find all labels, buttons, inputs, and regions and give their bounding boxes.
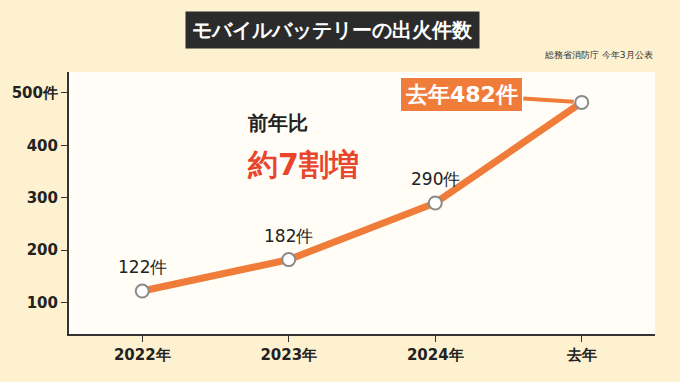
svg-text:約7割増: 約7割増 xyxy=(247,147,359,182)
svg-text:2024年: 2024年 xyxy=(407,346,464,364)
svg-text:122件: 122件 xyxy=(118,257,167,277)
svg-text:182件: 182件 xyxy=(264,226,313,246)
svg-text:総務省消防庁 今年3月公表: 総務省消防庁 今年3月公表 xyxy=(544,50,653,60)
svg-text:2022年: 2022年 xyxy=(114,346,171,364)
svg-text:前年比: 前年比 xyxy=(247,111,308,135)
svg-text:去年482件: 去年482件 xyxy=(405,82,518,107)
svg-text:200: 200 xyxy=(27,241,58,259)
svg-text:100: 100 xyxy=(27,294,58,312)
svg-text:400: 400 xyxy=(27,137,58,155)
svg-text:去年: 去年 xyxy=(566,346,597,364)
svg-text:290件: 290件 xyxy=(411,169,460,189)
svg-text:500件: 500件 xyxy=(12,84,58,102)
svg-text:モバイルバッテリーの出火件数: モバイルバッテリーの出火件数 xyxy=(192,18,473,42)
svg-text:2023年: 2023年 xyxy=(260,346,317,364)
svg-text:300: 300 xyxy=(27,189,58,207)
